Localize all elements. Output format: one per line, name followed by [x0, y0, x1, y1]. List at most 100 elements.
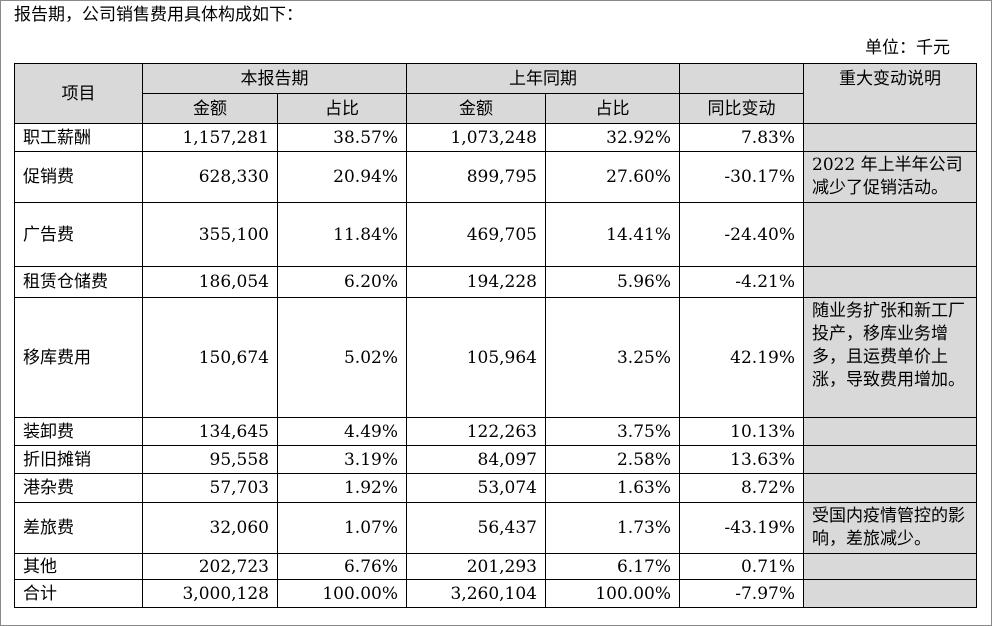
row-item: 职工薪酬	[14, 123, 143, 152]
row-yoy: -30.17%	[679, 151, 804, 203]
table-row-total: 合计 3,000,128 100.00% 3,260,104 100.00% -…	[14, 579, 977, 608]
row-prior-amount: 1,073,248	[406, 123, 546, 152]
row-current-ratio: 11.84%	[277, 202, 407, 267]
row-current-ratio: 20.94%	[277, 151, 407, 203]
row-note	[803, 123, 977, 152]
row-item: 广告费	[14, 202, 143, 267]
row-item: 装卸费	[14, 417, 143, 446]
row-prior-ratio: 1.63%	[545, 473, 680, 503]
row-current-ratio: 38.57%	[277, 123, 407, 152]
table-row: 广告费 355,100 11.84% 469,705 14.41% -24.40…	[14, 202, 977, 267]
row-yoy: 8.72%	[679, 473, 804, 503]
row-prior-ratio: 3.75%	[545, 417, 680, 446]
row-item: 差旅费	[14, 502, 143, 554]
row-current-amount: 134,645	[142, 417, 278, 446]
row-prior-ratio: 3.25%	[545, 297, 680, 418]
header-current-amount: 金额	[142, 93, 278, 124]
row-prior-amount: 84,097	[406, 445, 546, 474]
row-current-amount: 95,558	[142, 445, 278, 474]
row-current-amount: 3,000,128	[142, 579, 278, 608]
row-item: 港杂费	[14, 473, 143, 503]
table-row: 港杂费 57,703 1.92% 53,074 1.63% 8.72%	[14, 473, 977, 503]
sales-expense-table: 项目 本报告期 上年同期 重大变动说明 金额 占比 金额 占比 同比变动 职工薪…	[14, 63, 977, 608]
row-yoy: 13.63%	[679, 445, 804, 474]
row-prior-ratio: 1.73%	[545, 502, 680, 554]
row-current-amount: 202,723	[142, 553, 278, 580]
row-yoy: 10.13%	[679, 417, 804, 446]
row-note	[803, 266, 977, 298]
row-prior-ratio: 27.60%	[545, 151, 680, 203]
table-row: 促销费 628,330 20.94% 899,795 27.60% -30.17…	[14, 151, 977, 203]
row-note	[803, 417, 977, 446]
row-note	[803, 445, 977, 474]
row-prior-ratio: 14.41%	[545, 202, 680, 267]
row-item: 折旧摊销	[14, 445, 143, 474]
row-prior-ratio: 100.00%	[545, 579, 680, 608]
row-current-ratio: 1.92%	[277, 473, 407, 503]
row-prior-amount: 201,293	[406, 553, 546, 580]
header-yoy-change: 同比变动	[679, 93, 804, 124]
row-current-amount: 355,100	[142, 202, 278, 267]
table-row: 其他 202,723 6.76% 201,293 6.17% 0.71%	[14, 553, 977, 580]
row-current-ratio: 5.02%	[277, 297, 407, 418]
row-note: 随业务扩张和新工厂投产，移库业务增多，且运费单价上涨，导致费用增加。	[803, 297, 977, 418]
row-yoy: -24.40%	[679, 202, 804, 267]
row-prior-ratio: 6.17%	[545, 553, 680, 580]
header-item: 项目	[14, 63, 143, 124]
row-yoy: -7.97%	[679, 579, 804, 608]
row-note	[803, 473, 977, 503]
header-prior-amount: 金额	[406, 93, 546, 124]
row-note: 受国内疫情管控的影响，差旅减少。	[803, 502, 977, 554]
row-prior-amount: 122,263	[406, 417, 546, 446]
row-note	[803, 579, 977, 608]
row-item: 租赁仓储费	[14, 266, 143, 298]
header-blank	[679, 63, 804, 94]
row-item: 促销费	[14, 151, 143, 203]
header-current-ratio: 占比	[277, 93, 407, 124]
row-current-ratio: 1.07%	[277, 502, 407, 554]
unit-label: 单位：千元	[865, 38, 950, 58]
row-yoy: -43.19%	[679, 502, 804, 554]
row-prior-amount: 53,074	[406, 473, 546, 503]
row-prior-amount: 56,437	[406, 502, 546, 554]
row-yoy: -4.21%	[679, 266, 804, 298]
table-row: 折旧摊销 95,558 3.19% 84,097 2.58% 13.63%	[14, 445, 977, 474]
row-note	[803, 553, 977, 580]
row-yoy: 42.19%	[679, 297, 804, 418]
row-prior-amount: 469,705	[406, 202, 546, 267]
row-prior-ratio: 5.96%	[545, 266, 680, 298]
row-item: 移库费用	[14, 297, 143, 418]
row-note: 2022 年上半年公司减少了促销活动。	[803, 151, 977, 203]
row-prior-ratio: 2.58%	[545, 445, 680, 474]
header-current-period: 本报告期	[142, 63, 407, 94]
table-row: 移库费用 150,674 5.02% 105,964 3.25% 42.19% …	[14, 297, 977, 418]
row-yoy: 0.71%	[679, 553, 804, 580]
row-current-amount: 186,054	[142, 266, 278, 298]
header-prior-period: 上年同期	[406, 63, 680, 94]
row-current-amount: 628,330	[142, 151, 278, 203]
table-row: 租赁仓储费 186,054 6.20% 194,228 5.96% -4.21%	[14, 266, 977, 298]
row-prior-amount: 3,260,104	[406, 579, 546, 608]
row-current-amount: 150,674	[142, 297, 278, 418]
row-current-ratio: 4.49%	[277, 417, 407, 446]
row-current-amount: 32,060	[142, 502, 278, 554]
table-row: 装卸费 134,645 4.49% 122,263 3.75% 10.13%	[14, 417, 977, 446]
row-note	[803, 202, 977, 267]
row-current-ratio: 6.20%	[277, 266, 407, 298]
table-row: 差旅费 32,060 1.07% 56,437 1.73% -43.19% 受国…	[14, 502, 977, 554]
row-current-ratio: 100.00%	[277, 579, 407, 608]
header-change-note: 重大变动说明	[803, 63, 977, 124]
row-item: 合计	[14, 579, 143, 608]
table-row: 职工薪酬 1,157,281 38.57% 1,073,248 32.92% 7…	[14, 123, 977, 152]
row-current-amount: 57,703	[142, 473, 278, 503]
row-prior-amount: 194,228	[406, 266, 546, 298]
row-prior-amount: 899,795	[406, 151, 546, 203]
intro-text: 报告期，公司销售费用具体构成如下：	[14, 5, 303, 25]
row-prior-ratio: 32.92%	[545, 123, 680, 152]
header-prior-ratio: 占比	[545, 93, 680, 124]
row-current-ratio: 6.76%	[277, 553, 407, 580]
row-current-ratio: 3.19%	[277, 445, 407, 474]
row-prior-amount: 105,964	[406, 297, 546, 418]
row-current-amount: 1,157,281	[142, 123, 278, 152]
row-yoy: 7.83%	[679, 123, 804, 152]
